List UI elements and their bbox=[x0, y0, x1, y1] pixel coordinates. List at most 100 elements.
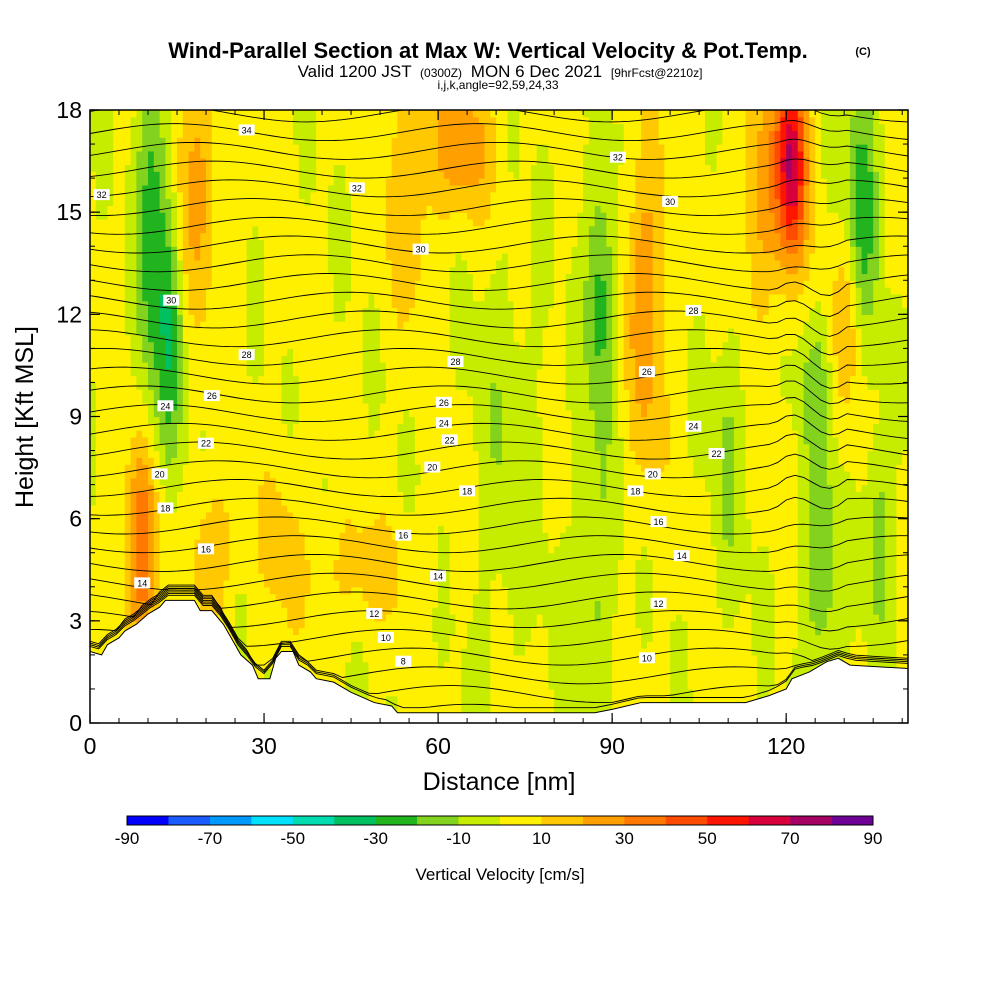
valid-date: MON 6 Dec 2021 bbox=[471, 62, 602, 81]
contour-label: 20 bbox=[155, 469, 165, 479]
colorbar-swatch bbox=[582, 816, 625, 825]
isentrope-line bbox=[90, 310, 908, 337]
contour-label-bg bbox=[459, 485, 476, 497]
colorbar-swatch bbox=[127, 816, 169, 825]
isentrope-line bbox=[90, 347, 908, 373]
contour-label-bg bbox=[238, 124, 255, 136]
contour-label: 24 bbox=[160, 401, 170, 411]
isentrope-line bbox=[90, 593, 908, 704]
contour-label: 28 bbox=[688, 306, 698, 316]
colorbar-swatch bbox=[748, 816, 791, 825]
contour-label-bg bbox=[685, 304, 702, 316]
contour-label: 16 bbox=[201, 544, 211, 554]
chart-title: Wind-Parallel Section at Max W: Vertical… bbox=[168, 38, 808, 63]
contour-label-bg bbox=[609, 151, 626, 163]
isentrope-line bbox=[90, 380, 908, 405]
contour-label-bg bbox=[134, 577, 151, 589]
isentrope-line bbox=[90, 474, 908, 497]
contour-label-bg bbox=[198, 543, 215, 555]
contour-label-bg bbox=[673, 550, 690, 562]
contour-label-bg bbox=[157, 502, 174, 514]
colorbar-tick-label: 90 bbox=[864, 829, 883, 848]
contour-label: 22 bbox=[201, 439, 211, 449]
isentrope-line bbox=[90, 588, 908, 650]
isentrope-line bbox=[90, 254, 908, 273]
valid-fcst: [9hrFcst@2210z] bbox=[611, 66, 703, 80]
contour-label: 26 bbox=[642, 367, 652, 377]
colorbar-tick-label: -10 bbox=[446, 829, 471, 848]
contour-label: 26 bbox=[207, 391, 217, 401]
contour-label-bg bbox=[627, 485, 644, 497]
isentrope-line bbox=[90, 110, 908, 123]
isentrope-line bbox=[90, 572, 908, 592]
x-axis: 0 30 60 90 120 bbox=[84, 110, 903, 759]
contour-label-bg bbox=[366, 608, 383, 620]
colorbar-swatch bbox=[707, 816, 749, 825]
contour-label-bg bbox=[441, 434, 458, 446]
colorbar-swatch bbox=[334, 816, 376, 825]
colorbar-tick-label: -30 bbox=[363, 829, 388, 848]
contour-label-bg bbox=[685, 420, 702, 432]
potential-temperature-contours bbox=[90, 110, 908, 709]
contour-label-bg bbox=[447, 356, 464, 368]
colorbar: -90 -70 -50 -30 -10 10 30 50 70 90 bbox=[115, 815, 883, 848]
contour-label: 28 bbox=[450, 357, 460, 367]
x-tick-label: 30 bbox=[251, 733, 277, 759]
isentrope-line bbox=[90, 120, 908, 142]
isentrope-line bbox=[90, 516, 908, 535]
contour-label: 32 bbox=[352, 183, 362, 193]
valid-prefix: Valid 1200 JST bbox=[298, 62, 412, 81]
isentrope-line bbox=[90, 594, 908, 709]
contour-label: 12 bbox=[654, 599, 664, 609]
colorbar-swatch bbox=[624, 816, 667, 825]
contour-label: 24 bbox=[688, 422, 698, 432]
section-indices: i,j,k,angle=92,59,24,33 bbox=[437, 78, 558, 92]
valid-utc: (0300Z) bbox=[420, 66, 462, 80]
colorbar-swatch bbox=[168, 816, 211, 825]
y-tick-label: 12 bbox=[56, 301, 82, 327]
isentrope-line bbox=[90, 433, 908, 460]
isentrope-line bbox=[90, 397, 908, 423]
contour-label: 10 bbox=[381, 633, 391, 643]
isentrope-line bbox=[90, 453, 908, 479]
contour-label-bg bbox=[708, 447, 725, 459]
colorbar-tick-label: -90 bbox=[115, 829, 140, 848]
contour-label: 26 bbox=[439, 398, 449, 408]
contour-label-bg bbox=[151, 468, 168, 480]
isentrope-line bbox=[90, 553, 908, 572]
isentrope-line bbox=[90, 364, 908, 389]
contour-label-bg bbox=[435, 417, 452, 429]
y-tick-label: 18 bbox=[56, 97, 82, 123]
isentrope-line bbox=[90, 198, 908, 217]
terrain-mask bbox=[90, 599, 908, 723]
contour-label-bg bbox=[412, 243, 429, 255]
contour-label-bg bbox=[198, 437, 215, 449]
colorbar-tick-label: -70 bbox=[198, 829, 223, 848]
contour-label-bg bbox=[203, 390, 220, 402]
chart-subtitle: Valid 1200 JST (0300Z) MON 6 Dec 2021 [9… bbox=[298, 62, 703, 81]
contour-label-bg bbox=[377, 631, 394, 643]
isentrope-line bbox=[90, 329, 908, 356]
colorbar-frame bbox=[126, 815, 874, 826]
colorbar-swatch bbox=[790, 816, 832, 825]
isentrope-line bbox=[90, 179, 908, 198]
colorbar-swatch bbox=[831, 816, 874, 825]
colorbar-swatch bbox=[375, 816, 418, 825]
isentrope-line bbox=[90, 291, 908, 317]
colorbar-tick-label: 50 bbox=[698, 829, 717, 848]
contour-label: 18 bbox=[160, 503, 170, 513]
contour-label-bg bbox=[435, 396, 452, 408]
isentrope-line bbox=[90, 273, 908, 296]
contour-label: 12 bbox=[369, 609, 379, 619]
colorbar-swatch bbox=[417, 816, 459, 825]
isentrope-line bbox=[90, 586, 908, 632]
contour-label: 10 bbox=[642, 653, 652, 663]
contour-label-bg bbox=[662, 195, 679, 207]
contour-label-bg bbox=[93, 189, 110, 201]
contour-label: 20 bbox=[427, 463, 437, 473]
colorbar-swatch bbox=[251, 816, 294, 825]
contour-label: 32 bbox=[613, 153, 623, 163]
contour-label-bg bbox=[650, 516, 667, 528]
